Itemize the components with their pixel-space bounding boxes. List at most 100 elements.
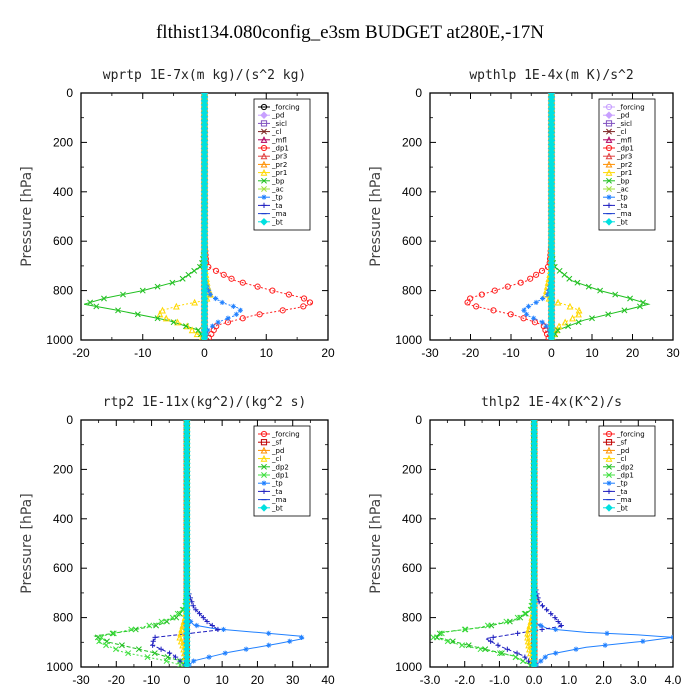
series-line-dp1 xyxy=(97,420,188,667)
data-point xyxy=(279,307,286,314)
legend-label: _ac xyxy=(616,186,629,194)
data-point xyxy=(547,334,556,340)
y-tick-label: 800 xyxy=(53,284,73,298)
legend-label: _dp2 xyxy=(271,463,289,471)
legend-marker xyxy=(605,218,613,226)
data-point xyxy=(243,646,249,652)
data-point xyxy=(209,323,216,329)
legend-item: _pr3 xyxy=(603,152,632,161)
data-point xyxy=(490,634,496,640)
data-point xyxy=(239,315,246,322)
legend-marker xyxy=(260,439,268,446)
legend-marker xyxy=(605,160,613,168)
data-point xyxy=(193,330,201,338)
data-point xyxy=(473,303,480,310)
legend: _forcing_sf_pd_cl_dp2_dp1_tp_ta_ma_bt xyxy=(598,425,656,517)
data-point xyxy=(98,634,105,641)
legend-marker xyxy=(605,120,613,127)
legend-label: _pd xyxy=(616,447,629,455)
x-tick-label: 20 xyxy=(321,346,335,360)
legend-item: _ma xyxy=(258,496,287,504)
data-point xyxy=(169,279,176,286)
legend-marker xyxy=(261,463,267,470)
data-point xyxy=(538,622,544,629)
data-point xyxy=(566,275,573,282)
x-tick-label: -30 xyxy=(421,346,439,360)
data-point xyxy=(207,291,213,298)
legend-label: _ma xyxy=(616,496,632,504)
legend-marker xyxy=(606,463,612,470)
data-point xyxy=(636,303,643,310)
series-line-dp2 xyxy=(436,420,535,667)
y-axis-label: Pressure [hPa] xyxy=(368,166,384,266)
legend-marker xyxy=(261,202,267,208)
legend-item: _bt xyxy=(258,218,283,226)
legend-marker xyxy=(606,128,612,135)
data-point xyxy=(498,650,505,657)
legend-marker xyxy=(260,218,268,226)
data-point xyxy=(144,654,151,661)
legend-marker xyxy=(605,168,613,176)
legend-marker xyxy=(605,454,613,462)
x-tick-label: 20 xyxy=(251,673,265,687)
data-point xyxy=(482,646,489,653)
legend-label: _sicl xyxy=(271,120,287,128)
legend-label: _tp xyxy=(616,194,628,202)
x-tick-label: -3.0 xyxy=(420,673,441,687)
series-group xyxy=(464,93,651,340)
x-tick-label: 10 xyxy=(215,673,229,687)
data-point xyxy=(553,626,559,633)
data-point xyxy=(174,318,181,326)
figure-title: flthist134.080config_e3sm BUDGET at280E,… xyxy=(156,22,544,43)
legend-marker xyxy=(260,446,268,454)
data-point xyxy=(128,626,135,633)
data-point xyxy=(191,658,197,664)
legend-marker xyxy=(260,504,268,512)
legend-marker xyxy=(260,103,268,111)
series-line-dp1 xyxy=(432,420,535,667)
legend-item: _ma xyxy=(258,210,287,218)
data-point xyxy=(438,630,445,637)
data-point xyxy=(206,654,212,660)
legend-label: _dp1 xyxy=(271,145,289,153)
data-point xyxy=(531,315,537,321)
series-line-bp xyxy=(83,93,205,340)
series-line-pr1 xyxy=(544,93,583,340)
legend-label: _ma xyxy=(616,210,632,218)
data-point xyxy=(110,630,117,637)
data-point xyxy=(585,283,592,290)
data-point xyxy=(177,658,183,664)
y-axis-label: Pressure [hPa] xyxy=(19,166,35,266)
data-point xyxy=(287,638,293,644)
x-tick-label: 0 xyxy=(201,346,208,360)
data-point xyxy=(597,287,604,294)
legend-item: _pd xyxy=(603,446,629,455)
data-point xyxy=(522,654,528,660)
data-point xyxy=(233,311,239,317)
data-point xyxy=(566,302,574,310)
data-point xyxy=(162,314,170,322)
x-tick-label: -20 xyxy=(72,346,90,360)
data-point xyxy=(306,299,314,306)
data-point xyxy=(602,642,608,648)
legend-marker xyxy=(260,430,268,438)
legend-box xyxy=(253,425,311,517)
data-point xyxy=(556,267,563,274)
legend-item: _bt xyxy=(603,218,628,226)
data-point xyxy=(188,326,196,334)
legend-marker xyxy=(605,504,613,512)
legend-item: _bt xyxy=(258,504,283,512)
data-point xyxy=(554,327,561,334)
data-point xyxy=(163,618,170,625)
legend-marker xyxy=(260,152,268,160)
legend-marker xyxy=(261,177,267,184)
x-tick-label: -10 xyxy=(502,346,520,360)
legend-label: _bt xyxy=(271,504,283,512)
data-point xyxy=(300,303,307,310)
legend-item: _pd xyxy=(258,446,284,455)
data-point xyxy=(183,323,189,330)
y-tick-label: 1000 xyxy=(46,660,73,674)
series-line-tp xyxy=(522,93,552,340)
data-point xyxy=(544,607,550,613)
